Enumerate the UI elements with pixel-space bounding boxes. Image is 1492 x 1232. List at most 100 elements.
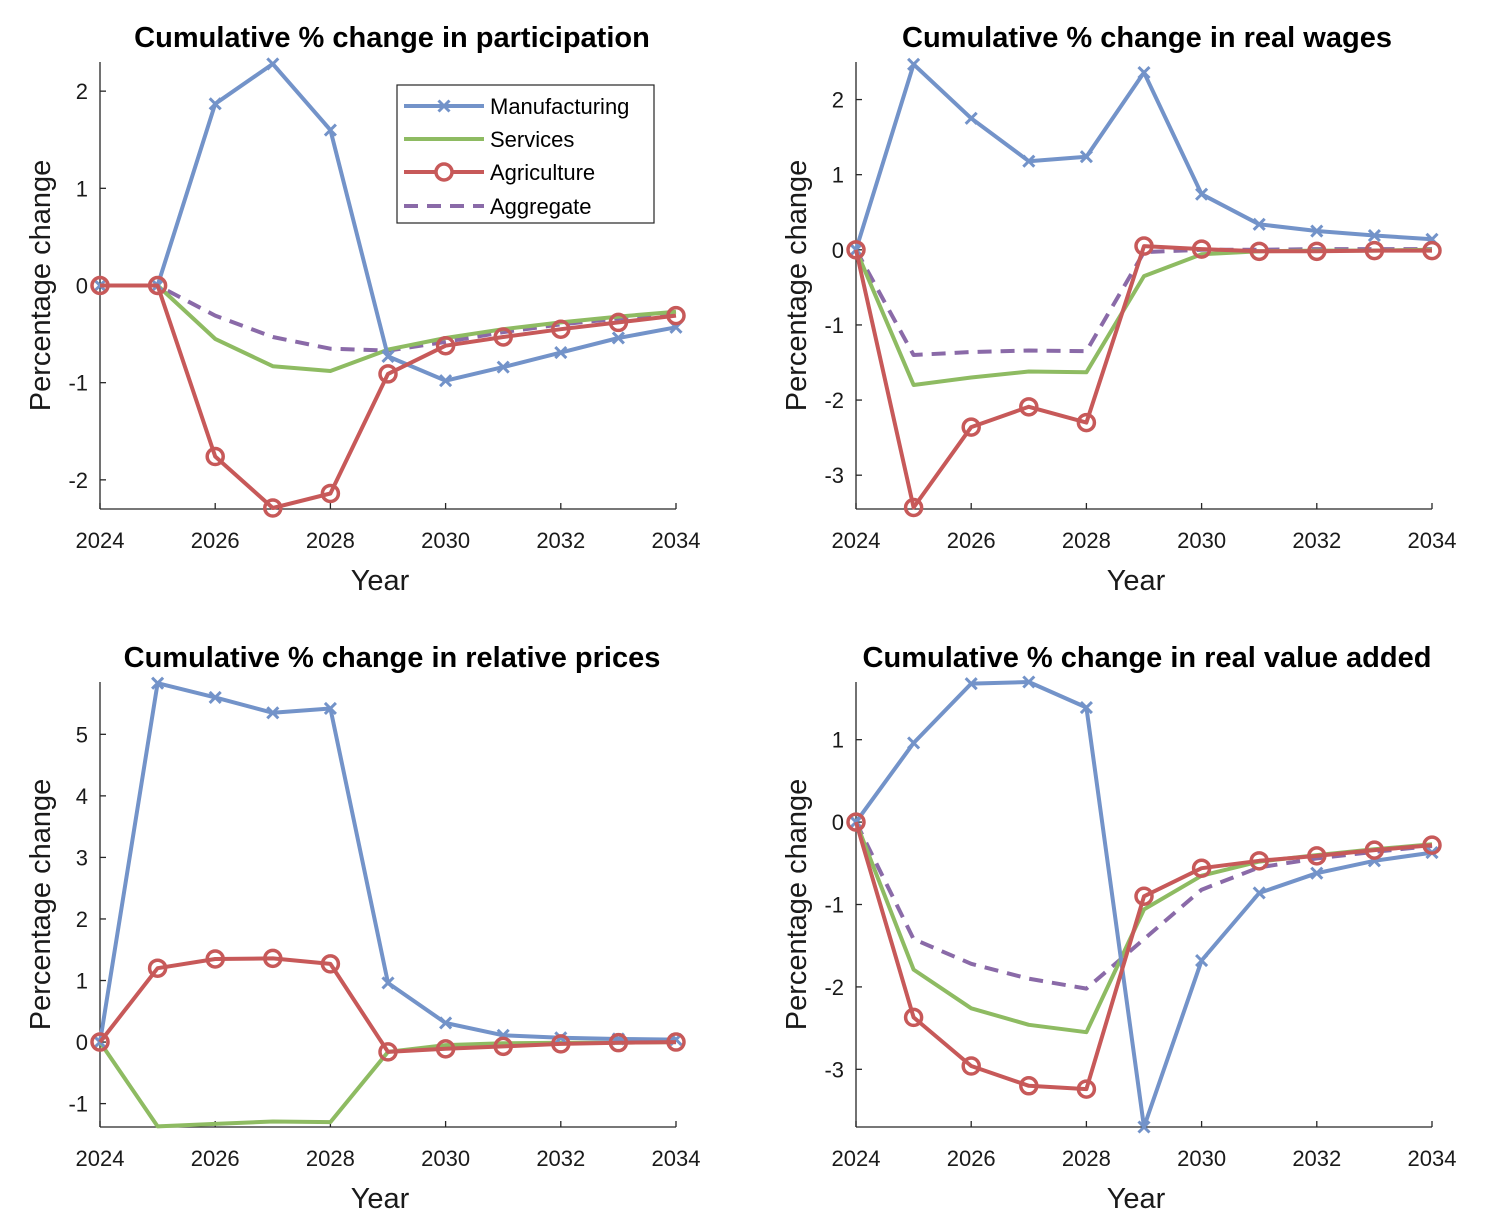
x-axis-label: Year [1107,565,1166,597]
y-tick-label: 0 [832,810,844,835]
y-tick-label: 3 [76,845,88,870]
data-point-manufacturing [381,976,395,990]
data-point-agriculture [551,319,571,339]
chart-title: Cumulative % change in relative prices [124,642,661,674]
data-point-manufacturing [439,1016,453,1030]
y-tick-label: 0 [832,238,844,263]
series-line-manufacturing [98,681,677,1043]
data-point-agriculture [435,335,456,356]
data-point-agriculture [1307,846,1327,866]
legend-marker-manufacturing [437,99,451,113]
series-line-aggregate [854,821,1433,991]
x-tick-label: 2026 [191,528,240,553]
series-aggregate [854,247,1432,357]
legend: Manufacturing Services Agriculture Aggregat… [396,84,655,224]
y-axis-label: Percentage change [781,779,813,1031]
data-point-agriculture [263,948,283,969]
data-point-manufacturing [1137,1120,1151,1134]
data-point-agriculture [903,1007,924,1028]
x-tick-label: 2030 [421,528,470,553]
y-tick-label: 2 [76,79,88,104]
data-point-agriculture [846,240,866,260]
data-point-agriculture [493,1036,513,1057]
x-tick-label: 2028 [1062,528,1111,553]
data-point-manufacturing [1195,953,1209,968]
data-point-agriculture [1422,835,1442,855]
data-point-manufacturing [266,706,280,720]
data-point-agriculture [493,327,513,347]
data-point-manufacturing [1367,228,1381,243]
x-tick-label: 2026 [947,528,996,553]
data-point-agriculture [1364,840,1385,860]
chart-title: Cumulative % change in real wages [902,22,1392,54]
legend-label-services: Services [490,127,574,152]
data-point-agriculture [961,1056,981,1076]
data-point-agriculture [147,958,168,978]
legend-label-aggregate: Aggregate [490,194,592,219]
data-point-agriculture [1191,858,1212,878]
series-agriculture [846,812,1442,1099]
y-tick-label: -3 [824,1057,844,1082]
x-tick-label: 2030 [1177,528,1226,553]
data-point-manufacturing [1310,866,1324,880]
data-point-agriculture [263,498,283,518]
data-point-manufacturing [554,1031,568,1045]
y-axis-label: Percentage change [25,779,57,1031]
y-tick-label: 1 [832,163,844,188]
legend-label-manufacturing: Manufacturing [490,94,629,119]
x-tick-label: 2034 [652,1146,701,1171]
chart-title: Cumulative % change in participation [134,22,650,54]
data-point-agriculture [1364,240,1385,261]
data-point-agriculture [147,275,168,296]
chart-panel-3: Cumulative % change in relative prices -1… [25,642,700,1215]
data-point-agriculture [1191,239,1212,259]
data-point-manufacturing [907,57,921,71]
x-tick-label: 2026 [947,1146,996,1171]
data-point-manufacturing [208,97,222,111]
data-point-manufacturing [1022,154,1036,168]
data-point-agriculture [320,483,341,504]
data-point-agriculture [1019,1076,1039,1096]
data-point-manufacturing [323,123,337,137]
data-point-agriculture [1134,886,1154,907]
x-axis-label: Year [351,1183,410,1215]
y-tick-label: -2 [68,468,88,493]
y-tick-label: -1 [824,313,844,338]
x-tick-label: 2032 [536,528,585,553]
x-tick-label: 2032 [1292,528,1341,553]
data-point-manufacturing [381,349,395,363]
series-services [854,247,1433,387]
y-tick-label: 4 [76,784,88,809]
series-manufacturing [849,675,1439,1134]
x-tick-label: 2028 [306,1146,355,1171]
data-point-manufacturing [1195,187,1209,201]
x-tick-label: 2028 [306,528,355,553]
data-point-manufacturing [964,111,978,125]
x-tick-label: 2034 [652,528,701,553]
data-point-manufacturing [849,815,863,829]
x-tick-label: 2034 [1408,528,1457,553]
series-line-agriculture [854,244,1432,510]
data-point-agriculture [1019,397,1039,417]
y-tick-label: 2 [832,88,844,113]
series-agriculture [90,948,686,1062]
x-tick-label: 2028 [1062,1146,1111,1171]
data-point-agriculture [205,949,225,969]
data-point-manufacturing [1252,886,1266,900]
data-point-agriculture [608,312,629,333]
series-manufacturing [93,57,683,388]
legend-marker-agriculture [434,162,454,182]
y-axis-label: Percentage change [25,160,57,412]
y-tick-label: 1 [832,728,844,753]
data-point-manufacturing [208,690,222,704]
x-tick-label: 2030 [1177,1146,1226,1171]
y-tick-label: 1 [76,176,88,201]
series-agriculture [90,275,686,518]
series-line-agriculture [98,956,677,1054]
data-point-manufacturing [323,701,337,716]
data-point-manufacturing [266,57,280,71]
data-point-agriculture [205,446,225,467]
x-tick-label: 2024 [832,528,881,553]
chart-title: Cumulative % change in real value added [863,642,1432,674]
